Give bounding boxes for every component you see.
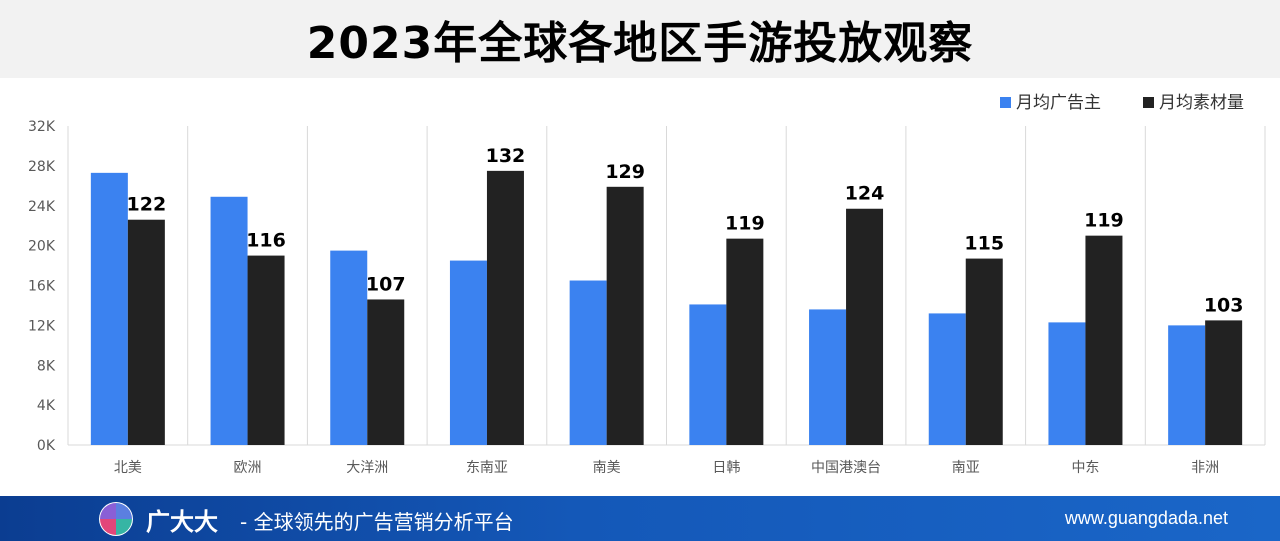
footer-banner: 广大大 - 全球领先的广告营销分析平台 www.guangdada.net xyxy=(0,496,1280,541)
y-tick-label: 28K xyxy=(28,159,56,175)
y-tick-label: 32K xyxy=(28,119,56,135)
bar-creatives xyxy=(247,255,285,445)
bar-advertisers xyxy=(449,260,487,445)
bar-chart: 0K 4K 8K 12K 16K 20K 24K 28K 32K 122 北美 116 欧洲 107 大洋洲… xyxy=(28,93,1266,476)
chart-area: 0K 4K 8K 12K 16K 20K 24K 28K 32K 122 北美 116 欧洲 107 大洋洲… xyxy=(0,78,1280,496)
data-label: 103 xyxy=(1204,294,1244,316)
bar-advertisers xyxy=(330,250,368,445)
bar-advertisers xyxy=(1048,322,1086,445)
bar-creatives xyxy=(367,299,405,445)
x-tick-label: 日韩 xyxy=(712,460,740,476)
data-label: 116 xyxy=(246,230,286,252)
y-tick-label: 24K xyxy=(28,199,56,215)
x-tick-label: 中国港澳台 xyxy=(811,460,881,476)
bar-advertisers xyxy=(569,280,607,445)
x-tick-label: 南亚 xyxy=(952,460,980,476)
x-tick-label: 东南亚 xyxy=(466,460,508,476)
x-tick-label: 大洋洲 xyxy=(346,460,388,476)
bar-creatives xyxy=(606,186,644,445)
data-label: 124 xyxy=(845,183,885,205)
bar-creatives xyxy=(846,208,884,445)
y-tick-label: 0K xyxy=(37,438,56,454)
y-tick-label: 12K xyxy=(28,318,56,334)
title-bar: 2023年全球各地区手游投放观察 xyxy=(0,0,1280,78)
legend-swatch xyxy=(1000,97,1011,108)
bar-creatives xyxy=(726,238,764,445)
bar-creatives xyxy=(1205,320,1243,445)
bar-creatives xyxy=(486,170,524,445)
y-tick-label: 16K xyxy=(28,279,56,295)
legend-swatch xyxy=(1143,97,1154,108)
brand-name: 广大大 xyxy=(146,508,218,536)
bar-creatives xyxy=(127,219,165,445)
data-label: 107 xyxy=(366,273,406,295)
x-tick-label: 非洲 xyxy=(1191,460,1219,476)
y-tick-label: 8K xyxy=(37,358,56,374)
bar-creatives xyxy=(1085,235,1123,445)
data-label: 129 xyxy=(605,161,645,183)
page-title: 2023年全球各地区手游投放观察 xyxy=(306,18,974,69)
bar-creatives xyxy=(965,258,1003,445)
bar-advertisers xyxy=(1168,325,1206,445)
y-tick-label: 4K xyxy=(37,398,56,414)
bar-advertisers xyxy=(928,313,966,445)
y-tick-label: 20K xyxy=(28,239,56,255)
bar-advertisers xyxy=(210,196,248,445)
x-tick-label: 欧洲 xyxy=(234,460,262,476)
data-label: 132 xyxy=(486,145,526,167)
x-tick-label: 南美 xyxy=(593,460,621,476)
legend-label: 月均广告主 xyxy=(1016,93,1101,113)
bar-advertisers xyxy=(90,172,128,445)
x-tick-label: 中东 xyxy=(1071,460,1099,476)
bar-advertisers xyxy=(809,309,847,445)
bar-advertisers xyxy=(689,304,727,445)
brand-logo-icon xyxy=(99,502,133,536)
legend-label: 月均素材量 xyxy=(1159,93,1244,113)
website-url[interactable]: www.guangdada.net xyxy=(1064,508,1228,528)
data-label: 119 xyxy=(725,213,765,235)
data-label: 122 xyxy=(127,194,167,216)
x-tick-label: 北美 xyxy=(114,460,142,476)
data-label: 115 xyxy=(964,233,1004,255)
data-label: 119 xyxy=(1084,210,1124,232)
brand-slogan: - 全球领先的广告营销分析平台 xyxy=(240,510,514,534)
